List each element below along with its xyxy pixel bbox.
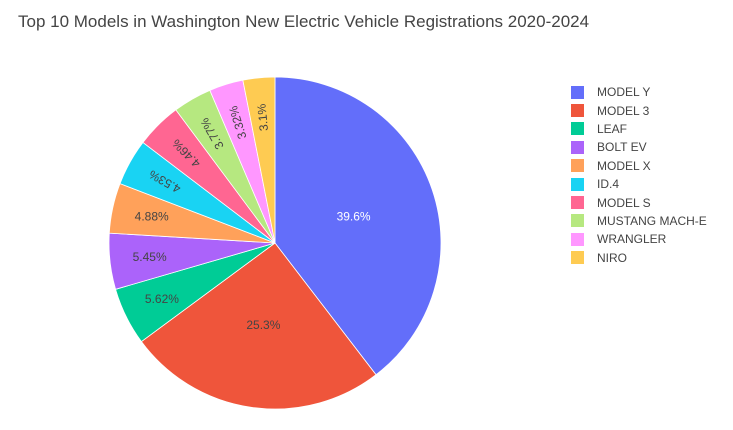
legend-swatch — [571, 159, 584, 173]
legend-item-bolt-ev[interactable]: BOLT EV — [571, 138, 707, 156]
legend-item-mustang-mach-e[interactable]: MUSTANG MACH-E — [571, 212, 707, 230]
slice-label-model-x: 4.88% — [135, 209, 169, 223]
legend-swatch — [571, 104, 584, 118]
legend-label: BOLT EV — [597, 140, 647, 155]
legend-swatch — [571, 196, 584, 210]
slice-label-niro: 3.1% — [254, 103, 271, 132]
legend-item-model-3[interactable]: MODEL 3 — [571, 101, 707, 119]
legend-label: WRANGLER — [597, 232, 667, 247]
slice-label-model-y: 39.6% — [337, 209, 371, 223]
legend: MODEL Y MODEL 3 LEAF BOLT EV MODEL X ID.4 MODE… — [571, 83, 707, 267]
legend-swatch — [571, 85, 584, 99]
legend-item-model-y[interactable]: MODEL Y — [571, 83, 707, 101]
chart-title: Top 10 Models in Washington New Electric… — [18, 12, 590, 31]
pie-slices — [108, 76, 442, 410]
legend-item-leaf[interactable]: LEAF — [571, 120, 707, 138]
pie-slice-niro[interactable] — [242, 76, 276, 244]
legend-label: LEAF — [597, 121, 628, 136]
legend-swatch — [571, 214, 584, 228]
legend-label: MODEL X — [597, 158, 651, 173]
legend-label: MUSTANG MACH-E — [597, 213, 707, 228]
legend-label: ID.4 — [597, 177, 620, 192]
pie-slice-model-3[interactable] — [140, 242, 377, 410]
legend-item-niro[interactable]: NIRO — [571, 249, 707, 267]
legend-swatch — [571, 232, 584, 246]
legend-label: MODEL Y — [597, 85, 651, 100]
legend-item-id-4[interactable]: ID.4 — [571, 175, 707, 193]
slice-label-leaf: 5.62% — [145, 292, 179, 306]
legend-item-wrangler[interactable]: WRANGLER — [571, 230, 707, 248]
legend-swatch — [571, 122, 584, 136]
legend-swatch — [571, 140, 584, 154]
legend-item-model-x[interactable]: MODEL X — [571, 157, 707, 175]
legend-label: MODEL 3 — [597, 103, 650, 118]
legend-swatch — [571, 177, 584, 191]
legend-item-model-s[interactable]: MODEL S — [571, 193, 707, 211]
legend-label: NIRO — [597, 250, 627, 265]
legend-label: MODEL S — [597, 195, 651, 210]
slice-label-model-3: 25.3% — [246, 318, 280, 332]
slice-label-bolt-ev: 5.45% — [133, 250, 167, 264]
legend-swatch — [571, 251, 584, 265]
pie-slice-model-y[interactable] — [274, 76, 442, 376]
